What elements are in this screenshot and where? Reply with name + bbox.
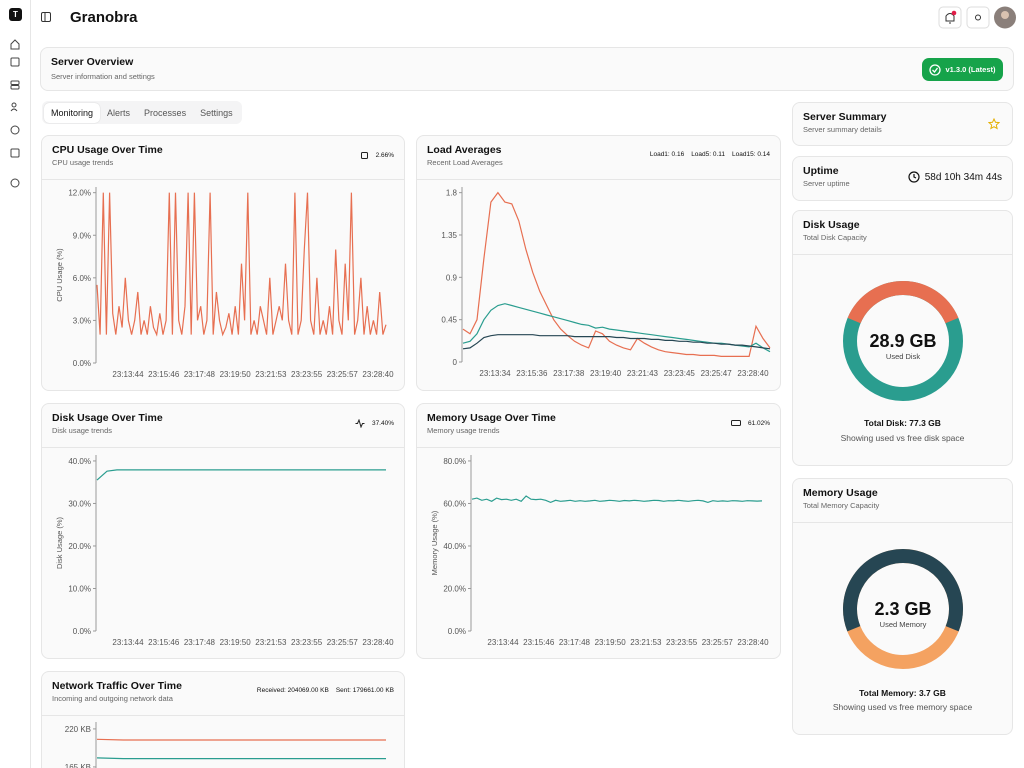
users-icon[interactable] bbox=[11, 102, 17, 108]
tab[interactable]: Monitoring bbox=[44, 102, 101, 123]
tab[interactable]: Settings bbox=[200, 107, 233, 118]
server-icon[interactable] bbox=[10, 85, 20, 90]
note-text: Showing used vs free disk space bbox=[840, 433, 965, 443]
chart-stat: Received: 204069.00 KB Sent: 179661.00 KB bbox=[257, 687, 394, 694]
version-text: v1.3.0 (Latest) bbox=[945, 65, 996, 74]
theme-button[interactable] bbox=[966, 6, 990, 29]
disk-card: Disk Usage Total Disk Capacity Total Dis… bbox=[792, 210, 1013, 466]
divider bbox=[793, 254, 1012, 255]
stat-text: Received: 204069.00 KB bbox=[256, 687, 329, 694]
chart-stat: Load1: 0.16 Load5: 0.11 Load15: 0.14 bbox=[650, 151, 770, 158]
summary-card: Server Summary Server summary details bbox=[792, 102, 1013, 146]
version-badge[interactable]: v1.3.0 (Latest) bbox=[922, 58, 1003, 81]
sun-icon bbox=[975, 14, 981, 21]
memory-card: Memory Usage Total Memory Capacity Total… bbox=[792, 478, 1013, 735]
tabs: Monitoring Alerts Processes Settings bbox=[42, 101, 242, 124]
brand: Granobra bbox=[70, 9, 138, 26]
alert-icon[interactable] bbox=[10, 125, 20, 135]
star-icon[interactable] bbox=[988, 118, 1000, 130]
chart-subtitle: Disk usage trends bbox=[52, 426, 113, 435]
sidebar-icons bbox=[10, 39, 20, 188]
card-title: Uptime bbox=[803, 165, 839, 177]
header-actions bbox=[938, 6, 1016, 29]
divider bbox=[42, 179, 404, 180]
chart-subtitle: CPU usage trends bbox=[52, 158, 114, 167]
divider bbox=[417, 179, 780, 180]
tab[interactable]: Processes bbox=[144, 107, 187, 118]
divider bbox=[417, 447, 780, 448]
chart-card: Network Traffic Over Time Incoming and o… bbox=[41, 671, 405, 768]
chart-title: CPU Usage Over Time bbox=[52, 144, 163, 156]
bell-icon bbox=[945, 13, 955, 24]
chart-card: CPU Usage Over Time CPU usage trends 2.6… bbox=[41, 135, 405, 391]
stat-text: Sent: 179661.00 KB bbox=[335, 687, 394, 694]
notification-dot bbox=[951, 10, 957, 16]
divider bbox=[42, 715, 404, 716]
users-icon[interactable] bbox=[10, 108, 18, 112]
layout-icon[interactable] bbox=[10, 57, 20, 67]
uptime-text: 58d 10h 34m 44s bbox=[924, 171, 1002, 183]
chart-subtitle: Memory usage trends bbox=[427, 426, 500, 435]
memory-icon bbox=[730, 420, 741, 426]
chart-stat: 2.66% bbox=[360, 151, 394, 160]
check-icon bbox=[929, 63, 942, 76]
notifications-button[interactable] bbox=[938, 6, 962, 29]
divider bbox=[793, 522, 1012, 523]
server-icon[interactable] bbox=[10, 80, 20, 85]
sidebar-toggle[interactable] bbox=[40, 11, 53, 24]
home-icon[interactable] bbox=[10, 39, 20, 50]
stat-text: 2.66% bbox=[375, 152, 394, 159]
stat-text: Load15: 0.14 bbox=[732, 151, 770, 158]
overview-title: Server Overview bbox=[51, 56, 134, 68]
chart-title: Load Averages bbox=[427, 144, 502, 156]
logo[interactable]: T bbox=[9, 8, 22, 21]
chart-subtitle: Recent Load Averages bbox=[427, 158, 503, 167]
overview-card: Server Overview Server information and s… bbox=[40, 47, 1014, 91]
uptime-card: Uptime Server uptime 58d 10h 34m 44s bbox=[792, 156, 1013, 201]
card-title: Disk Usage bbox=[803, 219, 860, 231]
overview-subtitle: Server information and settings bbox=[51, 72, 155, 81]
activity-icon bbox=[355, 419, 365, 428]
card-subtitle: Total Memory Capacity bbox=[803, 501, 880, 510]
divider bbox=[42, 447, 404, 448]
card-subtitle: Total Disk Capacity bbox=[803, 233, 867, 242]
chart-card: Load Averages Recent Load Averages Load1… bbox=[416, 135, 781, 391]
chart-subtitle: Incoming and outgoing network data bbox=[52, 694, 173, 703]
chart-title: Disk Usage Over Time bbox=[52, 412, 163, 424]
card-subtitle: Server summary details bbox=[803, 125, 882, 134]
stat-text: Load5: 0.11 bbox=[691, 151, 726, 158]
chart-stat: 37.40% bbox=[355, 419, 394, 428]
card-subtitle: Server uptime bbox=[803, 179, 850, 188]
chart-title: Network Traffic Over Time bbox=[52, 680, 182, 692]
help-icon[interactable] bbox=[10, 178, 20, 188]
cpu-icon bbox=[360, 152, 368, 159]
chart-title: Memory Usage Over Time bbox=[427, 412, 556, 424]
note-text: Showing used vs free memory space bbox=[832, 702, 973, 712]
card-title: Memory Usage bbox=[803, 487, 878, 499]
stat-text: Load1: 0.16 bbox=[649, 151, 685, 158]
total-text: Total Memory: 3.7 GB bbox=[859, 688, 946, 698]
total-text: Total Disk: 77.3 GB bbox=[864, 418, 941, 428]
card-title: Server Summary bbox=[803, 111, 887, 123]
tab[interactable]: Alerts bbox=[107, 107, 131, 118]
clock-icon bbox=[908, 171, 920, 183]
stat-text: 61.02% bbox=[747, 419, 770, 427]
chart-stat: 61.02% bbox=[730, 419, 770, 427]
uptime-value: 58d 10h 34m 44s bbox=[908, 171, 1002, 183]
log-icon[interactable] bbox=[10, 148, 20, 158]
chart-card: Memory Usage Over Time Memory usage tren… bbox=[416, 403, 781, 659]
sidebar: T bbox=[0, 0, 31, 768]
stat-text: 37.40% bbox=[371, 420, 394, 427]
avatar-face bbox=[1001, 11, 1009, 19]
chart-card: Disk Usage Over Time Disk usage trends 3… bbox=[41, 403, 405, 659]
